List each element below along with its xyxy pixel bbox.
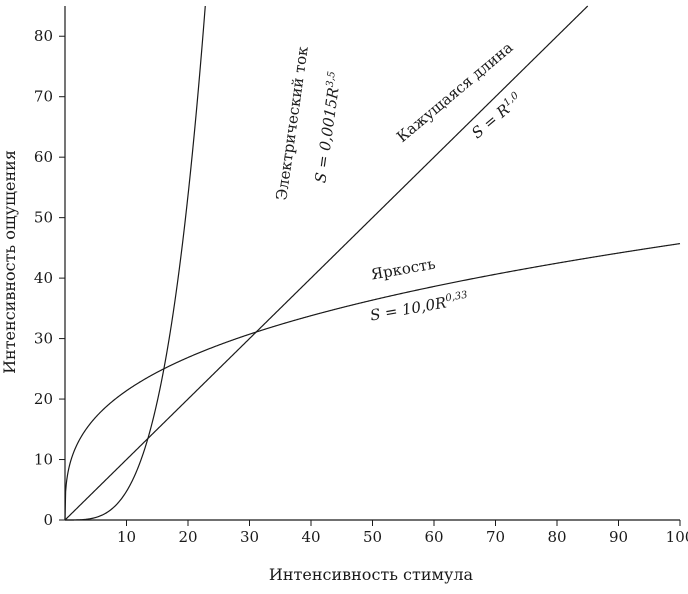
x-tick-label: 100 bbox=[666, 528, 688, 546]
axes bbox=[64, 6, 680, 521]
ticks: 10 20 30 40 50 60 70 80 90 100 0 10 20 30 40 50 60 70 80 bbox=[34, 27, 688, 546]
formula-apparent-length: S = R1,0 bbox=[468, 90, 526, 143]
brightness-curve bbox=[64, 243, 681, 521]
x-tick-label: 90 bbox=[609, 528, 628, 546]
formula-electric-current: S = 0,0015R3,5 bbox=[311, 71, 344, 184]
x-tick-label: 20 bbox=[178, 528, 197, 546]
formula-brightness: S = 10,0R0,33 bbox=[369, 290, 470, 325]
curves bbox=[64, 5, 681, 521]
x-tick-label: 80 bbox=[547, 528, 566, 546]
electric-current-curve bbox=[65, 5, 206, 521]
y-tick-label: 30 bbox=[34, 330, 53, 348]
y-tick-label: 50 bbox=[34, 209, 53, 227]
x-tick-label: 30 bbox=[240, 528, 259, 546]
x-tick-label: 10 bbox=[117, 528, 136, 546]
y-tick-label: 0 bbox=[43, 511, 53, 529]
label-apparent-length: Кажущаяся длина bbox=[393, 38, 516, 146]
x-tick-label: 40 bbox=[301, 528, 320, 546]
y-tick-label: 40 bbox=[34, 269, 53, 287]
y-tick-label: 20 bbox=[34, 390, 53, 408]
x-tick-label: 60 bbox=[424, 528, 443, 546]
y-tick-label: 70 bbox=[34, 88, 53, 106]
x-tick-label: 70 bbox=[486, 528, 505, 546]
x-axis-title: Интенсивность стимула bbox=[269, 565, 474, 584]
x-tick-label: 50 bbox=[363, 528, 382, 546]
y-tick-label: 60 bbox=[34, 148, 53, 166]
label-electric-current: Электрический ток bbox=[272, 45, 312, 202]
y-tick-label: 10 bbox=[34, 451, 53, 469]
label-brightness: Яркость bbox=[370, 255, 437, 284]
apparent-length-curve bbox=[64, 5, 589, 521]
y-axis-title: Интенсивность ощущения bbox=[0, 150, 19, 374]
y-tick-label: 80 bbox=[34, 27, 53, 45]
